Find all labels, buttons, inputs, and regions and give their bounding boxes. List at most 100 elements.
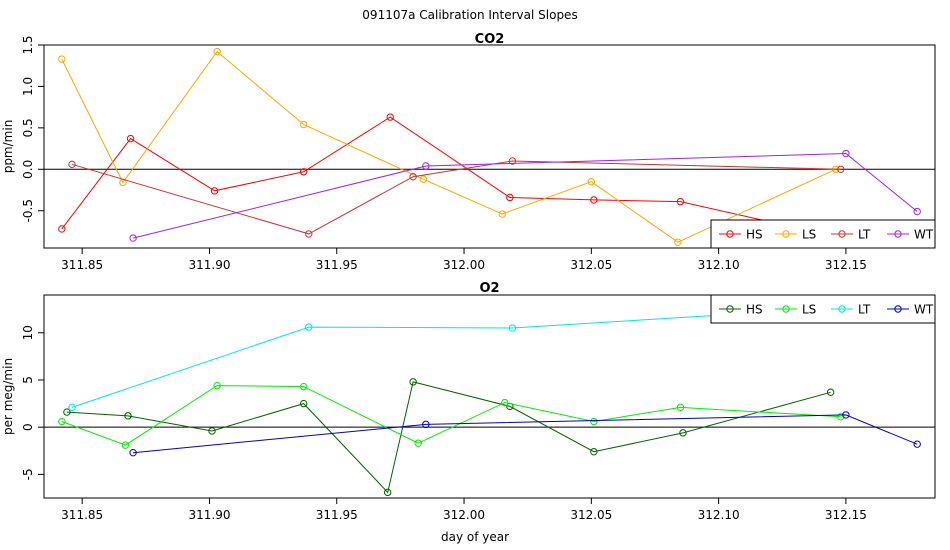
data-point-hs [506,193,514,202]
data-point-hs [590,196,598,204]
legend-label-ls: LS [802,303,816,317]
x-tick-label: 311.95 [316,258,358,272]
data-point-hs [126,134,135,143]
data-point-ls [837,413,845,421]
data-point-hs [299,399,308,408]
y-axis-label: ppm/min [1,120,15,174]
y-tick-label: -5 [21,468,35,480]
y-tick-label: 1.5 [21,35,35,54]
data-point-hs [124,412,132,420]
data-point-lt [305,230,313,238]
panel-title: CO2 [475,32,505,47]
data-point-lt [305,323,313,331]
plot-frame [43,44,936,249]
data-point-hs [409,378,417,386]
series-line-ls [61,50,836,243]
legend: HS LS LT WT [710,219,936,249]
legend-label-wt: WT [914,303,934,317]
series-line-lt [71,306,846,408]
data-point-ls [58,417,66,426]
data-point-hs [58,225,66,233]
legend-label-lt: LT [858,303,871,317]
data-point-wt [842,149,850,158]
y-tick-label: 10 [21,325,35,340]
x-tick-label: 312.05 [570,508,612,522]
data-point-ls [414,439,422,447]
legend-label-hs: HS [746,228,763,242]
data-point-hs [386,113,394,121]
x-tick-label: 311.90 [188,258,230,272]
series-line-hs [66,381,831,494]
data-point-hs [63,408,71,416]
series-line-wt [133,414,918,454]
y-axis-label: per meg/min [1,358,15,435]
legend-label-ls: LS [802,228,816,242]
legend-marker-hs [726,305,734,313]
legend-marker-ls [782,305,790,313]
data-point-hs [676,197,685,206]
series-line-wt [132,152,918,239]
data-point-ls [58,55,66,63]
data-point-wt [422,162,430,170]
x-tick-label: 311.85 [61,258,103,272]
x-tick-label: 312.05 [570,258,612,272]
y-tick-label: 5 [21,376,35,384]
o2-panel: O2 311.85 311.90 311.95 312.00 312.05 312.10 31… [1,281,936,522]
data-point-ls [299,382,308,391]
data-point-lt [508,324,517,332]
co2-panel: CO2 311.85 311.90 311.95 312.00 312.05 312.10 3… [1,32,936,272]
data-point-lt [837,165,845,173]
x-tick-label: 311.95 [316,508,358,522]
data-point-hs [299,168,308,176]
data-point-ls [674,238,682,246]
data-point-wt [422,420,430,429]
data-point-wt [913,440,921,448]
data-point-ls [498,210,506,218]
data-point-hs [383,488,392,497]
legend-marker-lt [838,230,846,238]
x-tick-label: 311.90 [188,508,230,522]
legend-label-lt: LT [858,228,871,242]
data-point-ls [676,403,685,412]
plot-frame [43,294,936,499]
x-tick-label: 312.10 [698,508,740,522]
data-point-wt [913,207,921,216]
y-tick-label: -0.5 [21,199,35,222]
data-point-hs [679,429,687,437]
data-point-ls [213,381,221,390]
y-tick-label: 0.5 [21,118,35,137]
data-point-lt [508,157,517,165]
data-point-hs [210,187,219,195]
data-point-lt [68,160,76,169]
x-tick-label: 312.00 [443,508,485,522]
legend-label-wt: WT [914,228,934,242]
data-point-lt [409,173,417,181]
plot-area [58,47,921,246]
legend-label-hs: HS [746,303,763,317]
data-point-lt [68,403,76,412]
data-point-wt [129,448,137,457]
data-point-wt [129,234,137,242]
legend-marker-wt [894,230,902,238]
y-tick-label: 0.0 [21,160,35,179]
series-line-lt [71,160,841,235]
plot-area [58,303,921,497]
x-tick-label: 312.00 [443,258,485,272]
y-tick-label: 1.0 [21,77,35,96]
data-point-wt [842,411,850,419]
x-tick-label: 312.15 [825,508,867,522]
data-point-ls [590,417,598,426]
panel-title: O2 [479,281,499,296]
data-point-hs [826,388,835,396]
data-point-ls [419,175,428,183]
legend: HS LS LT WT [710,294,936,324]
x-tick-label: 312.10 [698,258,740,272]
x-tick-label: 312.15 [825,258,867,272]
series-line-ls [61,385,841,446]
figure-title: 091107a Calibration Interval Slopes [362,8,577,22]
data-point-ls [299,120,308,129]
data-point-hs [208,427,216,435]
series-line-hs [61,116,839,238]
data-point-ls [213,47,221,56]
